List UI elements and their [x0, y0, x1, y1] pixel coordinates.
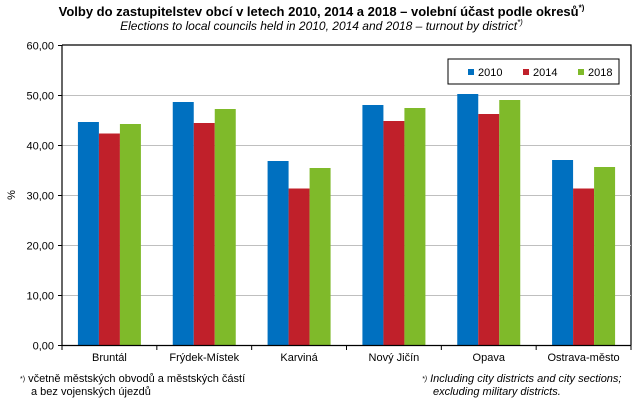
y-tick-label: 60,00 — [26, 41, 54, 53]
x-tick-label: Opava — [473, 352, 506, 364]
y-tick-label: 30,00 — [26, 191, 54, 203]
bar-2018 — [404, 108, 426, 345]
bar-2010 — [77, 122, 99, 345]
x-tick-label: Bruntál — [92, 352, 127, 364]
legend-box — [447, 58, 620, 85]
bar-2014 — [98, 133, 120, 345]
x-tick-label: Frýdek-Místek — [169, 352, 239, 364]
y-tick-label: 20,00 — [26, 241, 54, 253]
y-tick-label: 40,00 — [26, 141, 54, 153]
footnote-english: *) Including city districts and city sec… — [422, 373, 621, 399]
bar-2014 — [478, 114, 500, 345]
footnote-czech-line1: včetně městských obvodů a městských část… — [28, 373, 246, 385]
x-tick-label: Nový Jičín — [369, 352, 420, 364]
legend-swatch-2010 — [468, 69, 474, 75]
legend-label-2010: 2010 — [478, 67, 502, 79]
y-tick-label: 50,00 — [26, 91, 54, 103]
y-tick-label: 10,00 — [26, 291, 54, 303]
bar-2018 — [594, 167, 616, 345]
chart-title-text: Volby do zastupitelstev obcí v letech 20… — [58, 4, 579, 19]
footnote-english-line2: excluding military districts. — [433, 386, 561, 398]
y-tick-label: 0,00 — [33, 341, 54, 353]
footnote-mark: *) — [422, 376, 428, 383]
legend-label-2014: 2014 — [533, 67, 557, 79]
subtitle-footnote-mark: *) — [517, 18, 523, 27]
bar-2018 — [214, 109, 236, 345]
y-axis-label: % — [6, 190, 18, 200]
legend-swatch-2014 — [523, 69, 529, 75]
bar-2010 — [362, 105, 384, 345]
legend-label-2018: 2018 — [588, 67, 612, 79]
x-tick-label: Ostrava-město — [548, 352, 620, 364]
legend-swatch-2018 — [578, 69, 584, 75]
chart-title: Volby do zastupitelstev obcí v letech 20… — [0, 4, 643, 19]
bar-2018 — [309, 168, 331, 345]
bar-2014 — [193, 123, 215, 345]
footnote-english-line1: Including city districts and city sectio… — [430, 373, 622, 385]
bar-2010 — [457, 94, 479, 345]
footnote-czech-line2: a bez vojenských újezdů — [31, 386, 151, 398]
bar-2010 — [552, 160, 574, 345]
chart-subtitle-text: Elections to local councils held in 2010… — [120, 19, 518, 33]
bar-2014 — [288, 188, 310, 345]
bar-2018 — [119, 124, 141, 345]
bar-2018 — [499, 100, 521, 345]
bar-2010 — [267, 161, 289, 345]
footnote-czech: *) včetně městských obvodů a městských č… — [20, 373, 245, 399]
footnote-mark: *) — [20, 376, 26, 383]
bar-2010 — [172, 102, 194, 345]
x-tick-label: Karviná — [280, 352, 318, 364]
title-footnote-mark: *) — [578, 3, 585, 13]
bar-2014 — [383, 121, 405, 345]
chart-subtitle: Elections to local councils held in 2010… — [0, 18, 643, 34]
bar-2014 — [573, 188, 595, 345]
